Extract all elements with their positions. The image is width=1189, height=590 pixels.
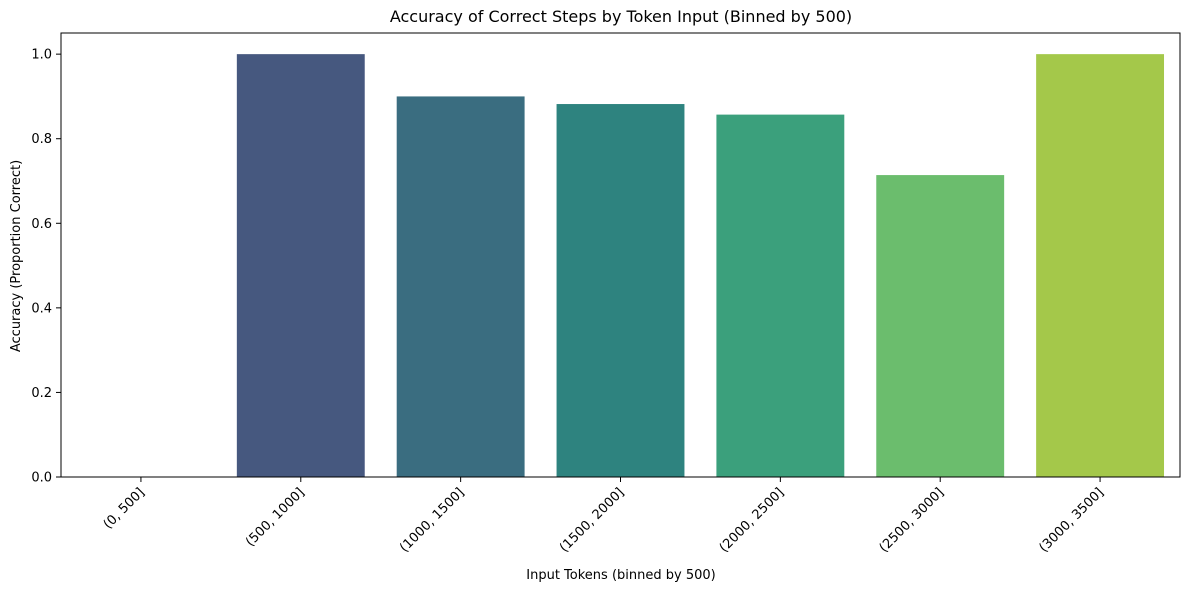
x-tick-label: (2000, 2500]: [717, 485, 787, 555]
x-tick-label: (2500, 3000]: [877, 485, 947, 555]
y-tick-label: 0.8: [31, 132, 52, 147]
bar: [716, 114, 845, 478]
bar: [1036, 54, 1165, 477]
x-tick-label: (1000, 1500]: [397, 485, 467, 555]
plot-frame: [60, 32, 1181, 478]
x-axis-label: Input Tokens (binned by 500): [526, 568, 715, 583]
x-tick-label: (3000, 3500]: [1036, 485, 1106, 555]
y-tick-label: 0.6: [31, 217, 52, 232]
bar: [876, 175, 1005, 477]
bar: [556, 104, 685, 477]
x-tick-label: (1500, 2000]: [557, 485, 627, 555]
y-tick-label: 0.4: [31, 301, 52, 316]
x-tick-label: (0, 500]: [101, 485, 148, 532]
bar: [396, 96, 525, 478]
y-axis-label: Accuracy (Proportion Correct): [9, 160, 24, 352]
y-tick-label: 0.0: [31, 471, 52, 486]
y-tick-label: 1.0: [31, 48, 52, 63]
plot-area: 0.0 0.2 0.4 0.6 0.8 1.0 (0, 500] (500, 1000] (10…: [31, 32, 1181, 556]
x-tick-label: (500, 1000]: [243, 485, 308, 550]
y-tick-label: 0.2: [31, 386, 52, 401]
bar: [236, 54, 365, 477]
chart-title: Accuracy of Correct Steps by Token Input…: [390, 7, 852, 26]
